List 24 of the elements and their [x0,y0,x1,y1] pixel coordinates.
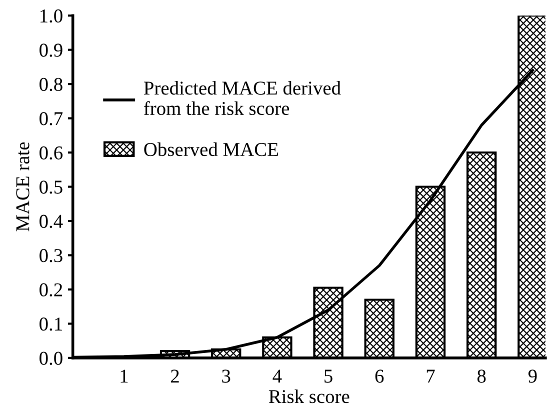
y-tick-label: 0.5 [40,180,62,194]
x-tick-label: 4 [272,370,282,383]
x-tick-label: 3 [222,370,230,383]
x-tick-label: 8 [477,370,486,383]
x-tick-label: 1 [120,370,128,383]
y-tick-label: 0.6 [40,146,63,160]
y-tick-label: 0.2 [40,283,62,296]
x-tick-label: 5 [324,370,332,383]
y-tick-label: 0.3 [40,249,62,262]
x-axis-title: Risk score [268,389,350,404]
x-tick-label: 2 [171,370,179,383]
y-tick-label: 1.0 [40,9,62,23]
y-tick-label: 0.7 [40,112,63,126]
y-tick-label: 0.0 [40,352,62,365]
x-tick-label: 9 [528,370,537,383]
x-tick-label: 6 [375,370,384,383]
y-tick-label: 0.8 [40,78,62,92]
legend-label: Observed MACE [144,142,278,156]
legend-label: Predicted MACE derived from the risk score [144,81,341,116]
y-axis-title: MACE rate [16,142,30,232]
x-tick-label: 7 [426,370,435,383]
y-tick-label: 0.1 [40,318,62,331]
y-tick-label: 0.9 [40,44,62,57]
y-tick-label: 0.4 [40,214,63,228]
